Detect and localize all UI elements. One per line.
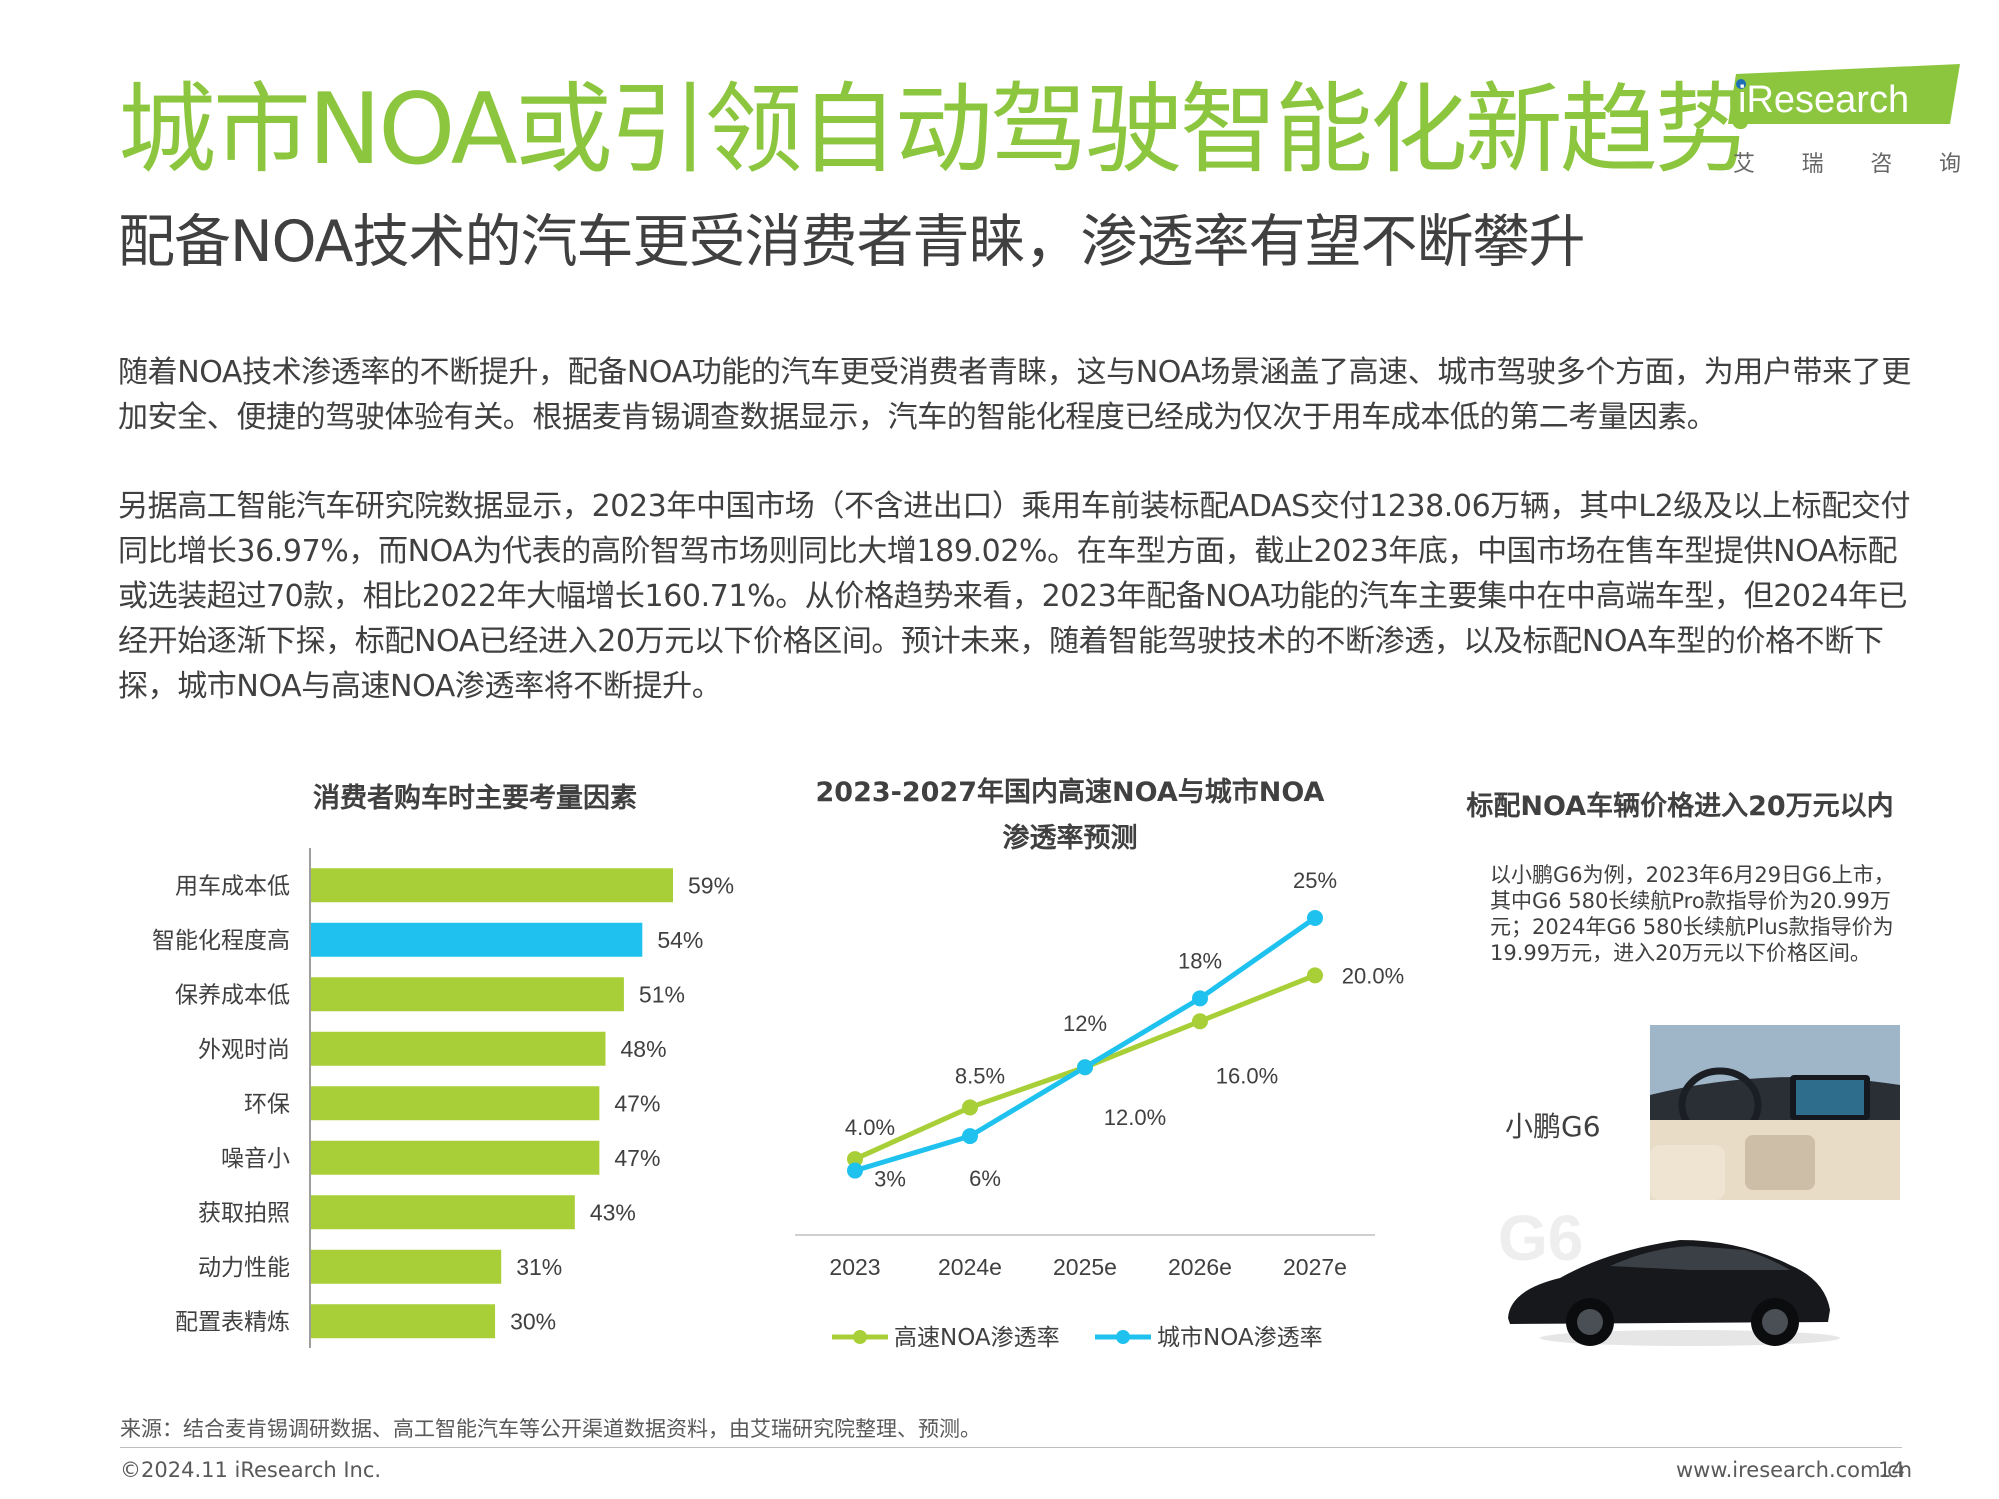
legend-marker-1: [853, 1330, 867, 1344]
legend-label-2: 城市NOA渗透率: [1157, 1325, 1323, 1351]
logo-cn-char: 艾: [1733, 152, 1756, 177]
series-2-point: [962, 1128, 978, 1145]
bar-value-label: 54%: [657, 927, 703, 953]
bar-value-label: 31%: [516, 1254, 562, 1280]
line-x-tick-label: 2025e: [1053, 1254, 1117, 1280]
car-interior-image: [1650, 1025, 1900, 1200]
bar-value-label: 51%: [639, 981, 685, 1007]
website-link[interactable]: www.iresearch.com.cn: [1676, 1458, 1913, 1482]
series-1-data-label: 4.0%: [845, 1115, 895, 1140]
bar-category-label: 用车成本低: [175, 873, 290, 899]
series-2-point: [1192, 990, 1208, 1007]
bar-category-label: 噪音小: [221, 1146, 290, 1172]
page-number: 14: [1878, 1458, 1905, 1482]
series-2-point: [1077, 1059, 1093, 1076]
footer-divider: [120, 1447, 1902, 1448]
bar-value-label: 48%: [621, 1036, 667, 1062]
bar-value-label: 43%: [590, 1199, 636, 1225]
car-exterior-image: G6: [1498, 1210, 1840, 1346]
bar-1: [311, 868, 673, 903]
line-x-tick-label: 2023: [829, 1254, 880, 1280]
series-1-point: [847, 1151, 863, 1168]
series-1-data-label: 12.0%: [1104, 1105, 1166, 1130]
series-1-data-label: 20.0%: [1342, 963, 1404, 988]
bar-category-label: 动力性能: [198, 1255, 290, 1281]
series-1-point: [1307, 967, 1323, 984]
bar-6: [311, 1140, 600, 1175]
bar-category-label: 智能化程度高: [152, 928, 290, 954]
car-panel-title: 标配NOA车辆价格进入20万元以内: [1466, 791, 1894, 822]
series-2-data-label: 25%: [1293, 868, 1337, 893]
car-panel-description: 以小鹏G6为例，2023年6月29日G6上市，其中G6 580长续航Pro款指导…: [1490, 863, 1895, 965]
noa-penetration-line-chart: 2023 2024e 2025e 2026e 2027e 4.0% 8.5% 12.0% 16.…: [795, 868, 1404, 1351]
bar-category-label: 外观时尚: [198, 1037, 290, 1063]
logo-cn-char: 咨: [1870, 152, 1893, 177]
bar-category-label: 配置表精炼: [175, 1309, 290, 1335]
logo-dot: [1736, 79, 1746, 89]
series-2-data-label: 18%: [1178, 948, 1222, 973]
bar-3: [311, 977, 624, 1012]
bar-value-label: 47%: [614, 1090, 660, 1116]
line-x-tick-label: 2024e: [938, 1254, 1002, 1280]
legend-marker-2: [1116, 1330, 1130, 1344]
car-model-label: 小鹏G6: [1505, 1110, 1601, 1143]
line-x-tick-label: 2027e: [1283, 1254, 1347, 1280]
logo-wordmark: iResearch: [1738, 79, 1909, 121]
line-chart-title-line2: 渗透率预测: [1002, 823, 1138, 854]
bar-5: [311, 1086, 600, 1121]
page-subtitle: 配备NOA技术的汽车更受消费者青睐，渗透率有望不断攀升: [118, 209, 1585, 275]
legend-label-1: 高速NOA渗透率: [894, 1325, 1060, 1351]
series-2-data-label: 3%: [874, 1167, 906, 1192]
logo-cn-char: 瑞: [1801, 152, 1824, 177]
bar-9: [311, 1304, 496, 1339]
series-2-data-label: 12%: [1063, 1011, 1107, 1036]
bar-2: [311, 922, 643, 957]
bar-8: [311, 1249, 502, 1284]
bar-category-label: 获取拍照: [198, 1200, 290, 1226]
car-badge-watermark: G6: [1498, 1210, 1583, 1274]
bar-value-label: 47%: [614, 1145, 660, 1171]
series-1-point: [962, 1099, 978, 1116]
source-note: 来源：结合麦肯锡调研数据、高工智能汽车等公开渠道数据资料，由艾瑞研究院整理、预测…: [120, 1417, 981, 1441]
data-paragraph: 另据高工智能汽车研究院数据显示，2023年中国市场（不含进出口）乘用车前装标配A…: [118, 489, 1911, 704]
logo-chinese-name: 艾瑞咨询: [1733, 146, 1961, 178]
series-2-point: [1307, 909, 1323, 926]
series-2-data-label: 6%: [969, 1166, 1001, 1191]
series-1-point: [1192, 1013, 1208, 1030]
consumer-factors-bar-chart: 用车成本低 59% 智能化程度高 54% 保养成本低 51% 外观时尚 48% 环保 47% 噪音小…: [152, 848, 734, 1348]
intro-paragraph: 随着NOA技术渗透率的不断提升，配备NOA功能的汽车更受消费者青睐，这与NOA场…: [118, 355, 1911, 435]
logo-banner-shape: [1728, 64, 1960, 124]
bar-7: [311, 1195, 575, 1230]
bar-4: [311, 1031, 606, 1066]
line-x-tick-label: 2026e: [1168, 1254, 1232, 1280]
series-1-data-label: 8.5%: [955, 1063, 1005, 1088]
line-chart-title-line1: 2023-2027年国内高速NOA与城市NOA: [815, 777, 1325, 808]
line-chart-title: 2023-2027年国内高速NOA与城市NOA 渗透率预测: [790, 770, 1350, 862]
copyright-text: ©2024.11 iResearch Inc.: [120, 1458, 382, 1482]
logo-cn-char: 询: [1938, 152, 1961, 177]
series-line-2: [854, 915, 1317, 1173]
bar-chart-title: 消费者购车时主要考量因素: [313, 783, 637, 814]
bar-category-label: 环保: [244, 1091, 290, 1117]
series-1-data-label: 16.0%: [1216, 1063, 1278, 1088]
bar-value-label: 59%: [688, 872, 734, 898]
bar-value-label: 30%: [510, 1308, 556, 1334]
page-title: 城市NOA或引领自动驾驶智能化新趋势: [118, 73, 1753, 187]
series-2-point: [847, 1162, 863, 1179]
iresearch-logo: iResearch: [1728, 64, 1960, 124]
bar-category-label: 保养成本低: [175, 982, 290, 1008]
